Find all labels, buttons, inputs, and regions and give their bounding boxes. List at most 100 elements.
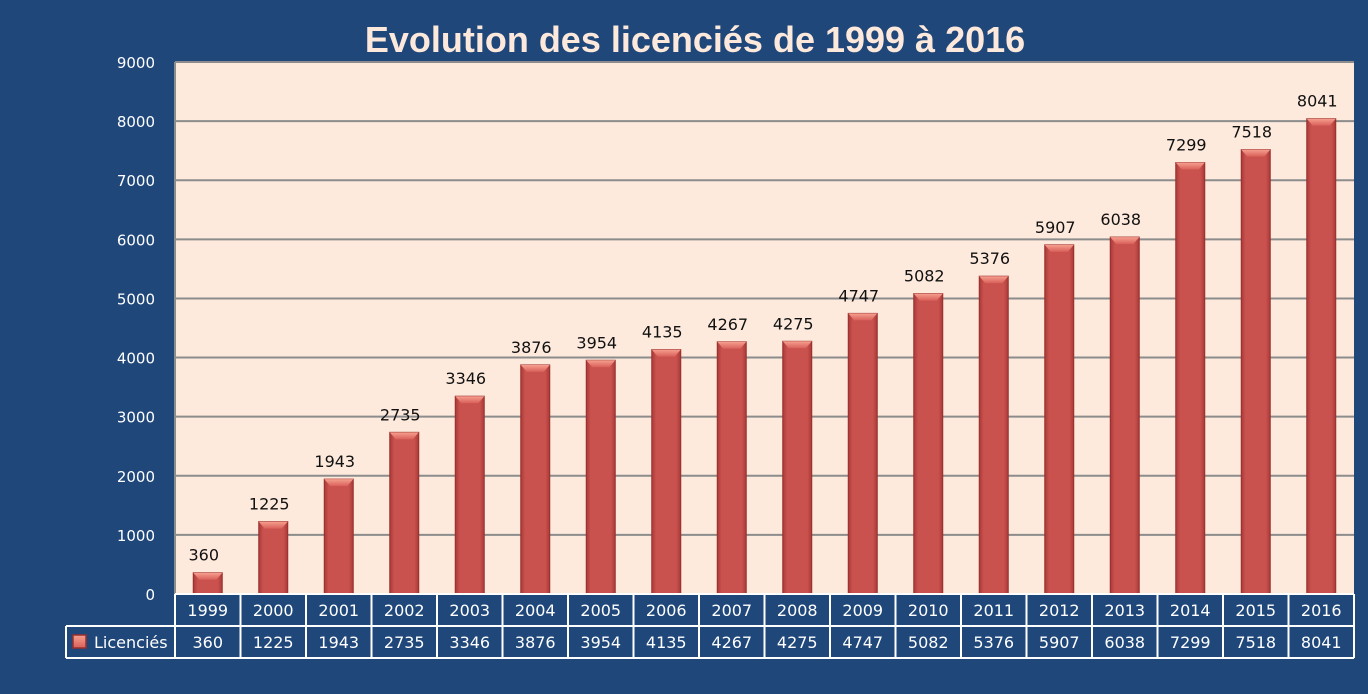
- y-tick-label: 9000: [117, 54, 155, 72]
- bar-body: [258, 521, 289, 595]
- bar-cap: [913, 293, 943, 301]
- y-tick-label: 5000: [117, 290, 155, 308]
- chart-title: Evolution des licenciés de 1999 à 2016: [365, 19, 1025, 60]
- x-tick-label: 2000: [253, 601, 294, 620]
- x-tick-label: 1999: [187, 601, 228, 620]
- bar-cap: [324, 479, 354, 487]
- bar: [913, 293, 944, 595]
- bar-cap: [258, 521, 288, 529]
- bar-body: [520, 364, 551, 595]
- bar-body: [978, 275, 1009, 595]
- data-label: 1943: [314, 452, 355, 471]
- table-value: 8041: [1301, 633, 1342, 652]
- table-value: 360: [192, 633, 223, 652]
- bar-body: [1109, 236, 1140, 595]
- gridlines: [174, 61, 1354, 594]
- bar-body: [1306, 118, 1337, 595]
- bar-cap: [848, 313, 878, 321]
- bar: [782, 340, 813, 595]
- y-tick-label: 2000: [117, 468, 155, 486]
- data-label: 5376: [969, 249, 1010, 268]
- bar: [716, 341, 747, 595]
- table-value: 3876: [515, 633, 556, 652]
- y-tick-label: 6000: [117, 231, 155, 249]
- table-value: 5907: [1039, 633, 1080, 652]
- bar-body: [454, 395, 485, 595]
- bar-cap: [979, 276, 1009, 284]
- data-label: 3954: [576, 333, 617, 352]
- bar: [389, 431, 420, 595]
- bar-cap: [520, 364, 550, 372]
- bar: [1109, 236, 1140, 595]
- bar-body: [716, 341, 747, 595]
- table-value: 2735: [384, 633, 425, 652]
- bar-body: [1175, 162, 1206, 595]
- bar: [1044, 244, 1075, 595]
- bar: [454, 395, 485, 595]
- table-value: 3954: [580, 633, 621, 652]
- bar: [520, 364, 551, 595]
- bar: [1175, 162, 1206, 595]
- x-tick-label: 2011: [973, 601, 1014, 620]
- x-tick-label: 2013: [1104, 601, 1145, 620]
- legend-entry: Licenciés: [72, 633, 168, 652]
- bar-cap: [1306, 118, 1336, 126]
- x-tick-label: 2012: [1039, 601, 1080, 620]
- data-label: 4267: [707, 315, 748, 334]
- y-tick-label: 4000: [117, 350, 155, 368]
- table-value: 7299: [1170, 633, 1211, 652]
- table-value: 6038: [1104, 633, 1145, 652]
- data-label: 4275: [773, 314, 814, 333]
- bar: [323, 478, 354, 595]
- x-tick-label: 2016: [1301, 601, 1342, 620]
- x-tick-label: 2009: [842, 601, 883, 620]
- bar: [1240, 149, 1271, 595]
- data-label: 4135: [642, 323, 683, 342]
- table-value: 4267: [711, 633, 752, 652]
- y-axis: 0 1000 2000 3000 4000 5000 6000 7000 8000 9000: [117, 54, 155, 604]
- x-tick-label: 2004: [515, 601, 556, 620]
- x-tick-label: 2001: [318, 601, 359, 620]
- bar: [258, 521, 289, 595]
- data-label: 1225: [249, 495, 290, 514]
- x-tick-label: 2003: [449, 601, 490, 620]
- bar-cap: [1175, 162, 1205, 170]
- table-value: 4747: [842, 633, 883, 652]
- table-value: 7518: [1235, 633, 1276, 652]
- table-value: 5082: [908, 633, 949, 652]
- data-label: 3346: [445, 369, 486, 388]
- bar-cap: [1241, 149, 1271, 157]
- data-labels: 360 1225 1943 2735 3346 3876 3954 4135 4267 4275 4…: [188, 92, 1337, 565]
- bar-body: [913, 293, 944, 595]
- bar-cap: [389, 432, 419, 440]
- data-label: 2735: [380, 405, 421, 424]
- bar: [847, 312, 878, 595]
- table-value: 1943: [318, 633, 359, 652]
- table-value: 4275: [777, 633, 818, 652]
- table-value: 5376: [973, 633, 1014, 652]
- data-label: 3876: [511, 338, 552, 357]
- bar-cap: [193, 572, 223, 580]
- plot-area: [175, 62, 1354, 594]
- table-value: 4135: [646, 633, 687, 652]
- y-tick-label: 1000: [117, 527, 155, 545]
- data-label: 360: [188, 546, 219, 565]
- bar-cap: [717, 341, 747, 349]
- table-value: 1225: [253, 633, 294, 652]
- data-label: 4747: [838, 286, 879, 305]
- x-tick-label: 2008: [777, 601, 818, 620]
- data-label: 8041: [1297, 92, 1338, 111]
- bar-cap: [586, 360, 616, 368]
- bar-body: [1044, 244, 1075, 595]
- y-tick-label: 8000: [117, 113, 155, 131]
- data-label: 5082: [904, 267, 945, 286]
- legend-label: Licenciés: [94, 633, 168, 652]
- x-tick-label: 2006: [646, 601, 687, 620]
- data-label: 6038: [1100, 210, 1141, 229]
- bar-cap: [1110, 237, 1140, 245]
- bar: [1306, 118, 1337, 595]
- bar: [978, 275, 1009, 595]
- bar-cap: [651, 349, 681, 357]
- data-table: 1999 360 2000 1225 2001 1943 2002 2735 2003 3346 2…: [65, 593, 1355, 659]
